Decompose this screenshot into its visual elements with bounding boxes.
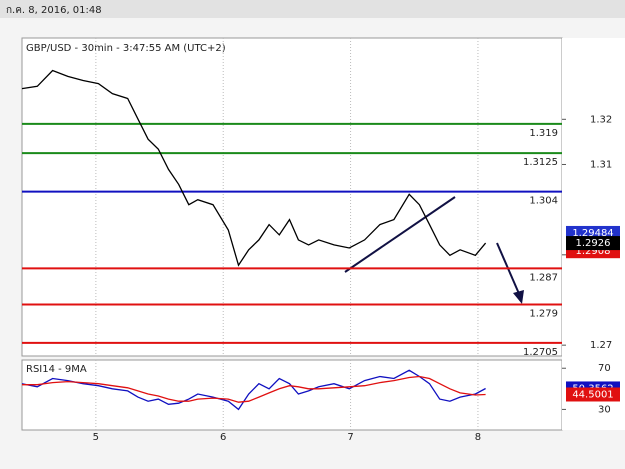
price-box-bg [566, 387, 620, 402]
y-tick-label: 1.27 [590, 340, 612, 351]
price-box: 1.2926 [566, 236, 620, 251]
price-box-label: 1.29484 [572, 228, 613, 239]
price-panel [21, 37, 563, 357]
trend-line [344, 196, 456, 273]
price-box-label: 44.5001 [572, 389, 613, 400]
level-label: 1.3125 [523, 157, 558, 168]
level-label: 1.304 [529, 196, 558, 207]
price-box-bg [566, 236, 620, 251]
price-line [21, 69, 487, 267]
header-bar [0, 0, 625, 18]
level-label: 1.279 [529, 309, 558, 320]
level-label: 1.319 [529, 128, 558, 139]
arrow-head [513, 290, 524, 304]
rsi-title: RSI14 - 9MA [26, 364, 87, 375]
rsi-line [21, 369, 486, 411]
x-tick-label: 7 [347, 432, 353, 443]
x-tick-label: 6 [220, 432, 226, 443]
level-label: 1.287 [529, 272, 558, 283]
y-tick-label: 70 [598, 363, 611, 374]
x-tick-label: 5 [93, 432, 99, 443]
chart-title: GBP/USD - 30min - 3:47:55 AM (UTC+2) [26, 43, 226, 54]
rsi-line [22, 375, 486, 403]
arrow [496, 242, 521, 297]
price-box: 44.5001 [566, 387, 620, 402]
y-tick-label: 1.31 [590, 159, 612, 170]
price-box-label: 1.2926 [576, 238, 611, 249]
y-tick-label: 1.32 [590, 114, 612, 125]
level-label: 1.2705 [523, 347, 558, 358]
header-date: ก.ค. 8, 2016, 01:48 [6, 5, 102, 16]
y-tick-label: 30 [598, 404, 611, 415]
x-tick-label: 8 [475, 432, 481, 443]
price-box-label: 1.2908 [576, 246, 611, 257]
